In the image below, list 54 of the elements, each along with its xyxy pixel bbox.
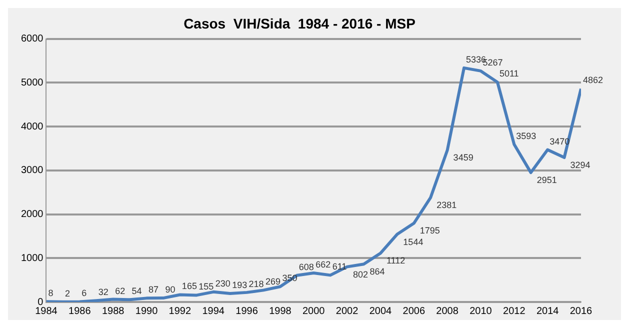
data-label: 54 <box>132 286 142 296</box>
data-label: 4862 <box>583 75 604 86</box>
y-tick-label: 0 <box>38 296 44 308</box>
x-tick-label: 2000 <box>302 306 326 317</box>
x-tick-label: 1988 <box>102 306 125 317</box>
data-label: 864 <box>370 266 385 277</box>
x-tick-label: 1996 <box>236 306 258 317</box>
x-tick-label: 1994 <box>202 306 225 317</box>
x-tick-label: 2002 <box>336 306 359 317</box>
data-label: 269 <box>265 276 281 287</box>
x-tick-label: 1992 <box>168 306 192 317</box>
data-label: 230 <box>215 278 230 288</box>
x-tick-label: 1984 <box>35 306 58 317</box>
data-label: 611 <box>332 262 347 272</box>
data-label: 608 <box>298 262 314 272</box>
data-label: 1544 <box>403 236 424 247</box>
y-tick-label: 3000 <box>20 165 44 176</box>
data-label: 3459 <box>453 152 474 163</box>
y-tick-label: 2000 <box>20 209 44 220</box>
data-label: 2951 <box>536 175 557 186</box>
x-tick-label: 2010 <box>470 306 492 317</box>
x-tick-label: 2004 <box>369 306 392 317</box>
y-tick-label: 4000 <box>20 121 44 132</box>
data-label: 165 <box>182 281 197 292</box>
x-tick-label: 2016 <box>570 306 593 317</box>
data-label: 193 <box>232 280 248 290</box>
x-tick-label: 1990 <box>135 306 158 317</box>
x-tick-label: 2014 <box>536 306 560 317</box>
data-label: 8 <box>48 288 54 298</box>
data-label: 1795 <box>420 226 440 236</box>
data-label: 802 <box>353 269 368 280</box>
x-tick-label: 1998 <box>269 306 292 317</box>
data-label: 3593 <box>516 130 536 141</box>
chart-title: Casos VIH/Sida 1984 - 2016 - MSP <box>184 15 416 32</box>
y-tick-label: 5000 <box>20 77 44 88</box>
data-label: 6 <box>82 288 87 298</box>
data-label: 5011 <box>499 68 519 79</box>
x-tick-label: 1986 <box>68 306 92 317</box>
data-label: 2381 <box>436 200 457 210</box>
data-label: 87 <box>148 284 159 295</box>
x-tick-label: 2012 <box>503 306 526 317</box>
data-label: 62 <box>115 286 126 296</box>
data-label: 155 <box>198 282 214 292</box>
y-tick-label: 1000 <box>20 252 44 264</box>
data-label: 218 <box>248 278 264 289</box>
y-tick-label: 6000 <box>20 34 44 45</box>
data-label: 1112 <box>386 256 406 266</box>
data-label: 90 <box>165 284 176 295</box>
data-label: 3294 <box>570 160 590 170</box>
data-label: 32 <box>98 287 108 298</box>
data-label: 662 <box>316 259 331 270</box>
x-tick-label: 2006 <box>402 306 426 317</box>
data-label: 2 <box>64 288 70 298</box>
x-tick-label: 2008 <box>436 306 459 317</box>
